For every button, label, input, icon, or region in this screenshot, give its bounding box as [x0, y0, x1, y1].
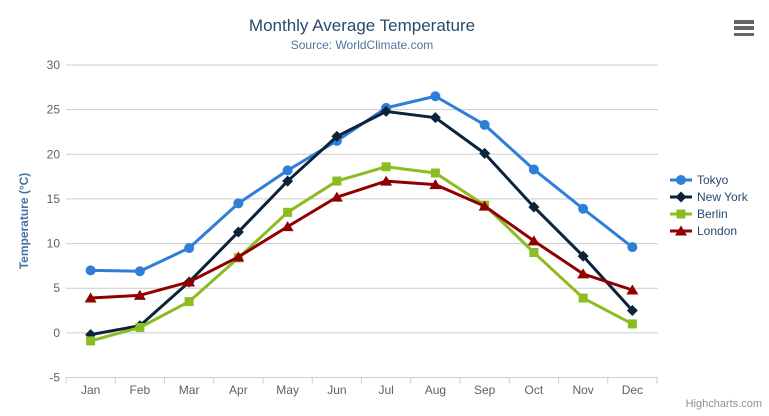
legend-item-new-york[interactable]: New York [670, 189, 748, 204]
series-line-london [89, 179, 634, 300]
y-axis-label: -5 [49, 371, 60, 385]
legend-marker-shape[interactable] [675, 225, 687, 235]
legend-item-london[interactable]: London [670, 223, 748, 238]
point-london-sep[interactable] [478, 200, 491, 211]
point-london-nov[interactable] [577, 268, 590, 279]
point-london-oct[interactable] [527, 235, 540, 246]
point-tokyo-aug[interactable] [430, 91, 441, 102]
y-axis-label: 10 [47, 237, 61, 251]
point-london-feb[interactable] [133, 289, 146, 300]
x-axis-label: Nov [572, 383, 593, 397]
y-axis-label: 25 [47, 103, 61, 117]
hamburger-bar [734, 26, 754, 30]
point-tokyo-jan[interactable] [85, 265, 96, 276]
x-axis-label: Aug [425, 383, 446, 397]
legend-marker-square-icon [670, 209, 692, 218]
series-london[interactable] [84, 175, 639, 303]
x-axis-label: May [276, 383, 299, 397]
credits-link[interactable]: Highcharts.com [685, 398, 762, 410]
legend-marker-diamond-icon [670, 191, 692, 202]
hamburger-bar [734, 32, 754, 36]
legend-label: New York [697, 189, 748, 204]
x-axis-label: Feb [130, 383, 151, 397]
x-axis-label: Mar [179, 383, 200, 397]
point-berlin-feb[interactable] [135, 323, 145, 332]
point-new-york-apr[interactable] [232, 226, 244, 238]
point-new-york-oct[interactable] [528, 201, 540, 213]
point-berlin-mar[interactable] [184, 297, 194, 307]
series-tokyo[interactable] [85, 91, 638, 277]
legend-label: Berlin [697, 206, 728, 221]
point-new-york-jul[interactable] [380, 105, 392, 117]
x-axis-label: Jun [327, 383, 346, 397]
point-london-jun[interactable] [330, 191, 343, 202]
point-tokyo-apr[interactable] [233, 198, 244, 209]
point-berlin-jan[interactable] [86, 336, 96, 346]
x-axis-label: Jan [81, 383, 100, 397]
point-tokyo-feb[interactable] [134, 266, 145, 277]
legend-item-berlin[interactable]: Berlin [670, 206, 748, 221]
point-new-york-jun[interactable] [331, 130, 343, 142]
point-tokyo-oct[interactable] [528, 164, 539, 175]
point-berlin-jul[interactable] [381, 162, 391, 172]
y-axis-label: 5 [53, 281, 60, 295]
point-berlin-aug[interactable] [430, 168, 440, 178]
point-berlin-may[interactable] [283, 207, 293, 217]
point-tokyo-sep[interactable] [479, 119, 490, 130]
point-new-york-nov[interactable] [577, 250, 589, 262]
y-axis-label: 15 [47, 192, 61, 206]
legend-marker-shape[interactable] [675, 191, 687, 202]
hamburger-menu-icon[interactable] [734, 20, 754, 36]
point-tokyo-nov[interactable] [578, 203, 589, 214]
x-axis-label: Oct [525, 383, 544, 397]
point-london-apr[interactable] [232, 251, 245, 262]
legend-marker-shape[interactable] [676, 209, 686, 218]
legend-marker-circle-icon [670, 174, 692, 185]
point-london-mar[interactable] [183, 276, 196, 287]
legend-label: Tokyo [697, 172, 729, 187]
point-london-dec[interactable] [626, 284, 639, 295]
point-tokyo-may[interactable] [282, 165, 293, 176]
point-berlin-dec[interactable] [627, 319, 637, 329]
point-london-jan[interactable] [84, 292, 97, 303]
legend: Tokyo New York Berlin London [670, 172, 748, 238]
point-new-york-dec[interactable] [626, 305, 638, 317]
x-axis-label: Sep [474, 383, 496, 397]
series-line-berlin [89, 165, 634, 343]
point-new-york-may[interactable] [282, 175, 294, 187]
point-new-york-aug[interactable] [429, 112, 441, 124]
legend-label: London [697, 223, 738, 238]
series-line-new-york [89, 109, 634, 337]
point-tokyo-dec[interactable] [627, 242, 638, 253]
point-london-jul[interactable] [380, 175, 393, 186]
chart-title: Monthly Average Temperature [248, 16, 476, 35]
series-new-york[interactable] [85, 105, 638, 341]
point-london-aug[interactable] [429, 179, 442, 190]
y-axis-title: Temperature (°C) [17, 172, 31, 270]
point-berlin-jun[interactable] [332, 176, 342, 186]
x-axis-label: Dec [622, 383, 643, 397]
x-axis-label: Jul [378, 383, 393, 397]
point-berlin-nov[interactable] [578, 293, 588, 303]
x-axis-label: Apr [229, 383, 248, 397]
point-berlin-oct[interactable] [529, 248, 539, 257]
point-new-york-sep[interactable] [479, 147, 491, 159]
legend-marker-triangle-icon [670, 225, 692, 235]
y-axis-label: 0 [53, 326, 60, 340]
y-axis-label: 20 [47, 147, 61, 161]
point-london-may[interactable] [281, 221, 294, 232]
hamburger-bar [734, 20, 754, 24]
point-tokyo-mar[interactable] [184, 243, 195, 254]
y-axis-label: 30 [47, 58, 61, 72]
chart-subtitle: Source: WorldClimate.com [290, 38, 434, 52]
legend-item-tokyo[interactable]: Tokyo [670, 172, 748, 187]
legend-marker-shape[interactable] [676, 174, 686, 185]
